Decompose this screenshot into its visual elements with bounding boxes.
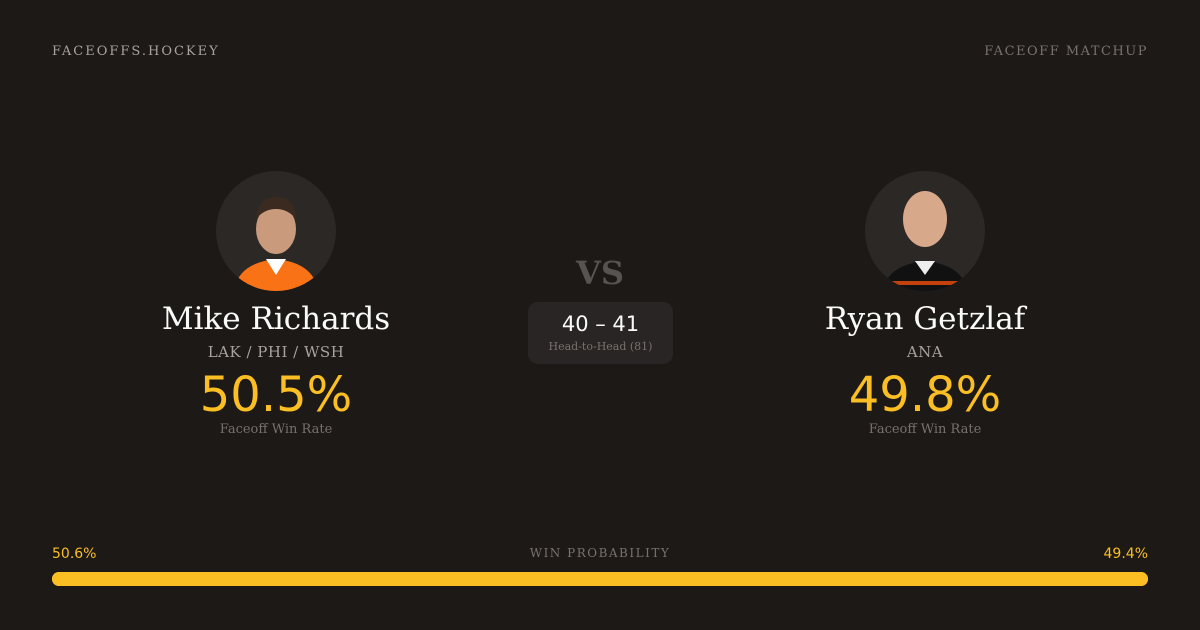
win-probability-bar [52,572,1148,586]
player-name: Ryan Getzlaf [824,301,1026,337]
win-probability-left-fill [52,572,607,586]
win-probability-right-fill [606,572,1148,586]
player-right: Ryan Getzlaf ANA 49.8% Faceoff Win Rate [725,171,1125,437]
head-to-head-box: 40 – 41 Head-to-Head (81) [528,302,673,364]
head-to-head-score: 40 – 41 [561,312,640,336]
player-win-rate: 49.8% [848,367,1002,423]
player-teams: ANA [906,343,944,361]
player-win-rate: 50.5% [199,367,353,423]
site-brand[interactable]: FACEOFFS.HOCKEY [52,44,220,59]
win-rate-label: Faceoff Win Rate [868,421,982,437]
win-probability-left: 50.6% [52,546,97,562]
win-probability-right: 49.4% [1103,546,1148,562]
player-left: Mike Richards LAK / PHI / WSH 50.5% Face… [76,171,476,437]
win-probability-label: WIN PROBABILITY [529,546,671,560]
player-name: Mike Richards [161,301,391,337]
player-avatar [865,171,985,291]
page-kind: FACEOFF MATCHUP [984,44,1148,59]
player-avatar [216,171,336,291]
vs-label: VS [576,254,624,292]
player-teams: LAK / PHI / WSH [207,343,345,361]
head-to-head-label: Head-to-Head (81) [548,340,653,353]
win-rate-label: Faceoff Win Rate [219,421,333,437]
